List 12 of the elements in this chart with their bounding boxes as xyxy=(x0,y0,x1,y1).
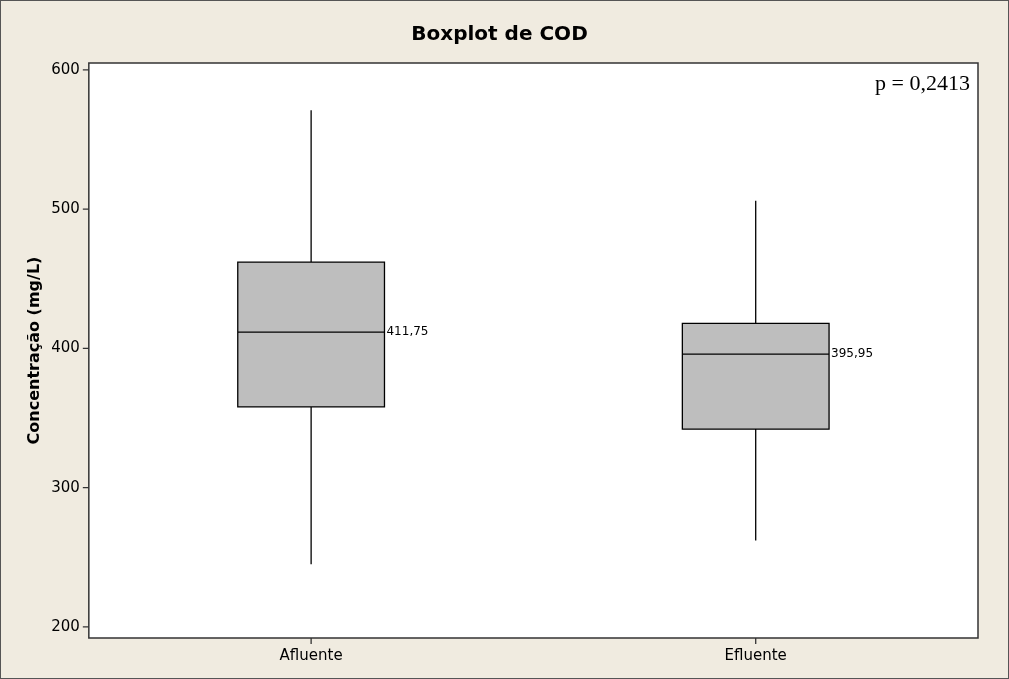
y-tick-label: 600 xyxy=(51,59,80,78)
y-axis-title: Concentração (mg/L) xyxy=(23,256,43,445)
text: 411,75 xyxy=(386,324,429,339)
x-tick-label: Afluente xyxy=(279,645,343,664)
y-tick-label: 500 xyxy=(51,199,80,218)
text: 395,95 xyxy=(831,346,874,361)
y-tick-label: 200 xyxy=(51,616,80,635)
x-tick-label: Efluente xyxy=(724,645,787,664)
y-tick-label: 300 xyxy=(51,477,80,496)
y-tick-label: 400 xyxy=(51,338,80,357)
annotation: p = 0,2413 xyxy=(875,69,970,95)
chart-title: Boxplot de COD xyxy=(411,21,588,46)
